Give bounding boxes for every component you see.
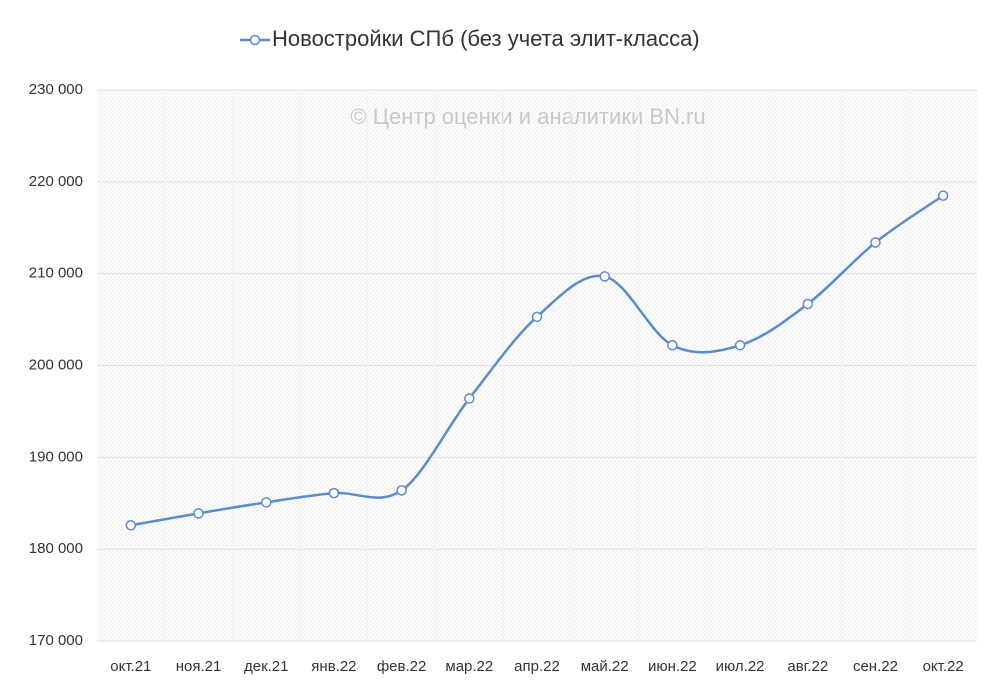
y-tick-label: 190 000 <box>29 448 83 465</box>
y-tick-label: 220 000 <box>29 173 83 190</box>
point <box>937 190 949 201</box>
legend-label: Новостройки СПб (без учета элит-класса) <box>272 26 700 51</box>
x-tick-label: июн.22 <box>648 658 697 675</box>
y-tick-label: 170 000 <box>29 632 83 649</box>
x-tick-label: янв.22 <box>311 658 356 675</box>
point <box>396 485 407 496</box>
x-tick-label: фев.22 <box>377 658 427 675</box>
x-tick-label: апр.22 <box>514 658 560 675</box>
y-tick-label: 210 000 <box>29 265 83 282</box>
point <box>667 340 678 351</box>
point <box>531 311 543 323</box>
point <box>328 487 340 499</box>
watermark: © Центр оценки и аналитики BN.ru <box>350 104 705 129</box>
point <box>734 340 746 351</box>
x-tick-label: дек.21 <box>244 658 289 675</box>
x-tick-label: май.22 <box>581 658 629 675</box>
point <box>870 237 881 248</box>
point <box>260 497 272 508</box>
x-tick-label: окт.22 <box>923 658 964 675</box>
legend-marker <box>249 34 261 46</box>
y-tick-label: 230 000 <box>29 81 83 98</box>
x-tick-label: мар.22 <box>445 658 493 675</box>
x-tick-label: сен.22 <box>853 658 898 675</box>
x-tick-label: окт.21 <box>110 658 151 675</box>
x-tick-label: июл.22 <box>716 658 765 675</box>
point <box>125 520 137 531</box>
y-tick-label: 180 000 <box>29 540 83 557</box>
y-tick-label: 200 000 <box>29 356 83 373</box>
point <box>599 271 610 282</box>
point <box>193 508 204 519</box>
point <box>464 393 475 404</box>
point <box>802 298 814 310</box>
x-tick-label: авг.22 <box>787 658 828 675</box>
x-tick-label: ноя.21 <box>176 658 222 675</box>
